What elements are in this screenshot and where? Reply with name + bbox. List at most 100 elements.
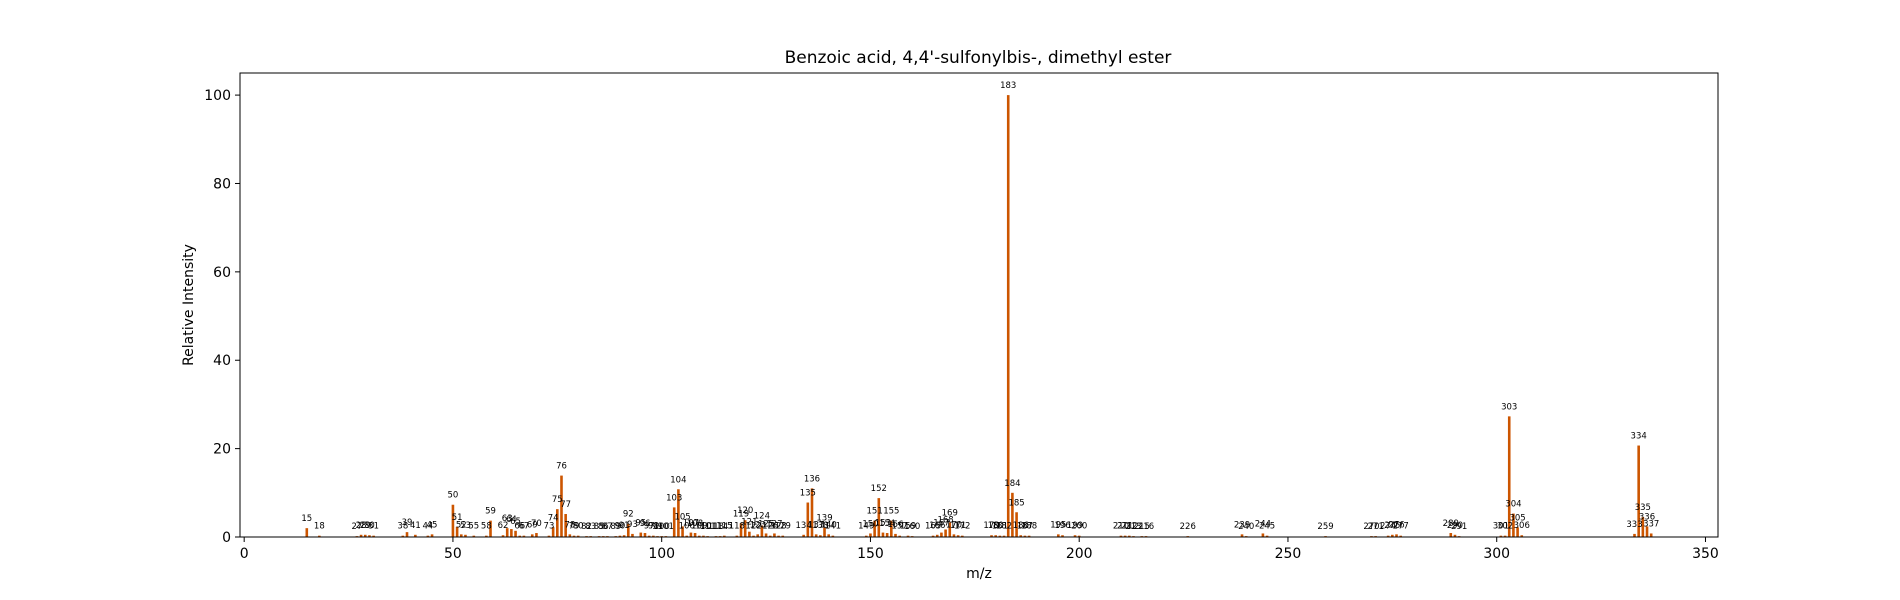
peak-label: 215 (1134, 522, 1150, 532)
peak-bar (806, 502, 810, 537)
peak-bar (1637, 445, 1640, 537)
peak-bar (697, 535, 701, 537)
peak-label: 93 (627, 520, 638, 530)
peak-label: 333 (1626, 520, 1642, 530)
peak-bar (873, 520, 876, 537)
peak-label: 113 (708, 522, 724, 532)
peak-bar (530, 534, 534, 537)
peak-label: 129 (775, 522, 791, 532)
peak-bar (948, 522, 952, 537)
peak-label: 106 (679, 522, 695, 532)
peak-label: 51 (452, 513, 463, 523)
peak-bar (430, 534, 434, 537)
peak-bars (305, 95, 1653, 537)
peak-bar (485, 535, 488, 537)
peak-label: 118 (729, 522, 745, 532)
peak-label: 115 (716, 522, 732, 532)
peak-bar (944, 529, 947, 537)
peak-label: 50 (448, 491, 459, 501)
peak-bar (752, 535, 755, 537)
peak-bar (626, 523, 630, 537)
peak-label: 128 (770, 522, 786, 532)
peak-label: 271 (1368, 522, 1384, 532)
peak-label: 150 (862, 519, 878, 529)
peak-bar (1641, 517, 1645, 537)
peak-bar (906, 535, 910, 537)
peak-label: 165 (925, 522, 941, 532)
peak-label: 89 (610, 522, 621, 532)
peak-bar (940, 532, 943, 537)
peak-bar (643, 533, 647, 537)
chart-title: Benzoic acid, 4,4'-sulfonylbis-, dimethy… (785, 48, 1172, 68)
peak-label: 69 (527, 520, 538, 530)
peak-bar (489, 520, 492, 537)
peak-bar (1265, 535, 1269, 537)
peak-label: 121 (741, 518, 757, 528)
peak-bar (1240, 534, 1244, 537)
peak-label: 65 (510, 517, 521, 527)
peak-bar (576, 535, 580, 537)
peak-label: 109 (691, 522, 707, 532)
peak-label: 302 (1497, 522, 1513, 532)
peak-bar (1019, 535, 1023, 537)
peak-bar (510, 529, 513, 537)
peak-bar (1649, 533, 1653, 537)
x-axis-ticks: 0 50 100 150 200 250 300 350 (240, 537, 1719, 562)
peak-label: 59 (485, 507, 496, 517)
peak-label: 135 (800, 489, 816, 499)
peak-bar (551, 527, 555, 537)
peak-label: 183 (1000, 81, 1016, 91)
x-tick-label: 50 (444, 546, 462, 562)
peak-label: 239 (1234, 520, 1250, 530)
peak-bar (1449, 533, 1453, 537)
peak-label: 226 (1180, 522, 1196, 532)
peak-bar (1119, 535, 1123, 537)
peak-label: 153 (875, 519, 891, 529)
peak-bar (572, 535, 576, 537)
y-tick-label: 40 (213, 353, 231, 369)
peak-bar (1386, 535, 1390, 537)
peak-bar (777, 535, 780, 537)
peak-label: 244 (1255, 519, 1271, 529)
peak-bar (368, 535, 371, 537)
peak-bar (363, 534, 367, 537)
peak-label: 119 (733, 509, 749, 519)
peak-label: 97 (644, 522, 655, 532)
peak-bar (881, 532, 885, 537)
peak-label: 274 (1380, 522, 1396, 532)
peak-label: 200 (1071, 522, 1087, 532)
peak-label: 107 (683, 519, 699, 529)
peak-label: 291 (1451, 522, 1467, 532)
peak-label: 127 (766, 519, 782, 529)
peak-label: 305 (1509, 513, 1525, 523)
peak-label: 105 (674, 512, 690, 522)
peak-bar (827, 534, 830, 537)
peak-label: 31 (368, 522, 379, 532)
x-tick-label: 200 (1066, 546, 1093, 562)
peak-label: 277 (1393, 522, 1409, 532)
peak-bar (1520, 535, 1524, 537)
peak-bar (748, 531, 751, 537)
peak-bar (1057, 534, 1060, 537)
peak-bar (426, 535, 430, 537)
peak-label: 66 (514, 522, 525, 532)
peak-bar (652, 535, 655, 537)
peak-label: 38 (397, 522, 408, 532)
peak-bar (1453, 534, 1457, 537)
peak-label: 289 (1443, 519, 1459, 529)
peak-label: 337 (1643, 519, 1659, 529)
peak-bar (639, 532, 643, 537)
peak-label: 63 (502, 514, 513, 524)
peak-label: 168 (937, 515, 953, 525)
peak-bar (1006, 95, 1010, 537)
peak-label: 90 (615, 522, 626, 532)
peak-label: 186 (1013, 521, 1029, 531)
peak-label: 167 (933, 519, 949, 529)
peak-label: 212 (1121, 522, 1137, 532)
y-tick-label: 0 (222, 530, 231, 546)
peak-bar (1061, 535, 1064, 537)
peak-bar (689, 532, 693, 537)
peak-label: 181 (992, 522, 1008, 532)
peak-label: 137 (808, 520, 824, 530)
peak-label: 29 (360, 521, 371, 531)
